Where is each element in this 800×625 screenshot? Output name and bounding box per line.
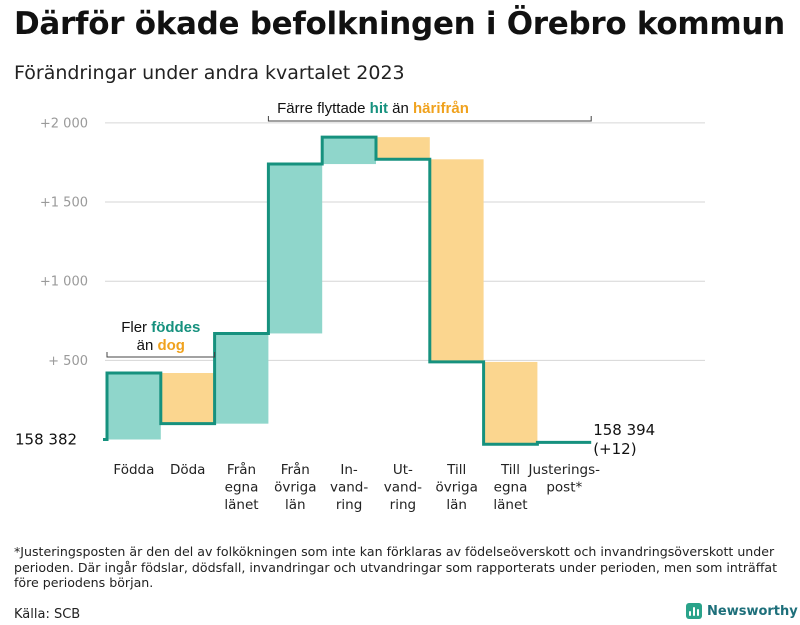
category-label: län	[285, 497, 306, 513]
category-label: Döda	[170, 462, 206, 478]
category-label: ring	[336, 497, 362, 513]
start-value-label: 158 382	[15, 431, 77, 449]
category-label: vand-	[384, 480, 422, 496]
annotation-births-line1: Fler föddes	[121, 319, 200, 336]
category-label: Justerings-	[528, 462, 601, 478]
y-tick-label: +1 500	[40, 196, 88, 211]
bar-increase	[107, 373, 161, 440]
chart-title: Därför ökade befolkningen i Örebro kommu…	[14, 6, 785, 42]
annotation-bracket	[267, 116, 592, 122]
annotation-text: Färre flyttade	[277, 100, 370, 117]
category-label: länet	[224, 497, 258, 513]
annotation-births-line2: än dog	[137, 337, 185, 354]
category-label: Från	[227, 461, 256, 478]
bar-chart-icon	[686, 603, 702, 619]
category-label: län	[446, 497, 467, 513]
annotation-text: än	[137, 337, 158, 354]
y-tick-label: +2 000	[40, 116, 88, 131]
annotation-bracket	[106, 352, 216, 358]
end-value-label: 158 394	[593, 421, 655, 439]
annotation-text: än	[388, 100, 413, 117]
bar-decrease	[160, 373, 215, 424]
chart-subtitle: Förändringar under andra kvartalet 2023	[14, 62, 405, 84]
category-label: In-	[340, 462, 358, 478]
category-label: ring	[390, 497, 416, 513]
bar-increase	[268, 164, 323, 334]
category-label: egna	[225, 480, 259, 496]
category-label: övriga	[274, 480, 316, 496]
step-line	[103, 135, 592, 446]
annotation-highlight-out: dog	[157, 337, 185, 354]
category-label: Till	[446, 462, 466, 478]
bar-increase	[214, 333, 269, 424]
source-label: Källa: SCB	[14, 607, 81, 622]
category-label: övriga	[435, 480, 477, 496]
annotation-highlight-out: härifrån	[413, 100, 469, 117]
category-label: Till	[500, 462, 520, 478]
category-label: Födda	[113, 462, 154, 478]
category-label: egna	[494, 480, 528, 496]
annotation-highlight-in: hit	[370, 100, 388, 117]
y-tick-label: +1 000	[40, 275, 88, 290]
annotation-highlight-in: föddes	[151, 319, 200, 336]
bar-decrease	[429, 159, 484, 362]
y-tick-label: + 500	[48, 354, 88, 369]
annotation-moves: Färre flyttade hit än härifrån	[277, 100, 469, 117]
category-label: post*	[546, 480, 582, 496]
category-label: länet	[493, 497, 527, 513]
waterfall-chart: + 500 +1 000 +1 500 +2 000 Födda Döda Från egn…	[15, 100, 705, 513]
bar-increase	[322, 137, 376, 165]
bar-decrease	[376, 137, 430, 160]
annotation-text: Fler	[121, 319, 151, 336]
brand-name: Newsworthy	[707, 603, 798, 619]
bar-decrease	[483, 361, 538, 445]
category-label: Från	[281, 461, 310, 478]
category-label: Ut-	[393, 462, 413, 478]
brand-logo: Newsworthy	[686, 603, 798, 619]
end-change-label: (+12)	[593, 440, 636, 458]
footnote: *Justeringsposten är den del av folkökni…	[14, 544, 778, 590]
category-label: vand-	[330, 480, 368, 496]
